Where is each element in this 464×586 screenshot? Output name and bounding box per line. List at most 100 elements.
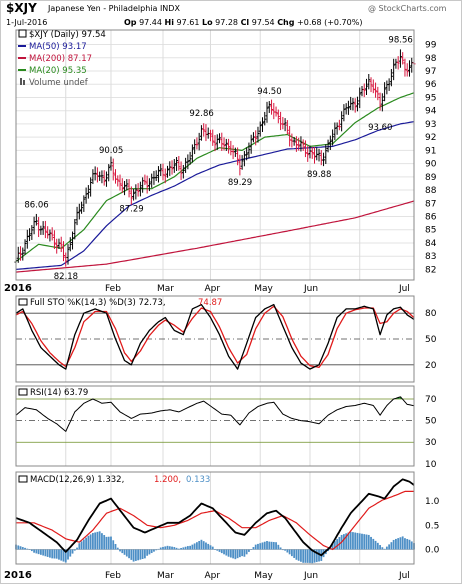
price-bar [218, 133, 222, 144]
price-bar [159, 163, 163, 177]
macd-histogram-bar [311, 549, 314, 564]
price-bar [28, 228, 32, 242]
macd-histogram-bar [55, 549, 58, 559]
macd-histogram-bar [347, 532, 350, 550]
price-bar [213, 135, 217, 152]
macd-histogram-bar [207, 543, 210, 550]
price-bar [109, 156, 113, 171]
macd-histogram-bar [263, 541, 266, 550]
sto-legend-swatch [18, 298, 28, 306]
price-bar [403, 58, 407, 77]
x-axis-tick-label: 2016 [4, 570, 32, 581]
macd-histogram-bar [401, 536, 404, 550]
macd-histogram-bar [410, 541, 413, 550]
legend-price-swatch [18, 29, 27, 38]
price-annotation: 87.29 [119, 204, 143, 214]
price-bar [46, 226, 50, 239]
price-bar [52, 230, 56, 249]
price-bar [376, 86, 380, 101]
price-bar [340, 111, 344, 132]
price-bar [177, 156, 181, 171]
macd-histogram-bar [110, 536, 112, 550]
price-bar [245, 147, 249, 161]
macd-histogram-bar [209, 545, 212, 550]
ma200-line [15, 200, 415, 273]
macd-histogram-bar [168, 546, 171, 550]
x-axis-tick-label: Apr [204, 571, 220, 581]
macd-histogram-bar [349, 531, 352, 550]
price-bar [396, 56, 400, 70]
rsi-y-tick-label: 10 [425, 460, 437, 470]
macd-histogram-bar [266, 541, 268, 550]
price-bar [30, 225, 34, 240]
price-bar [77, 203, 81, 220]
price-legend-item: MA(20) 95.35 [29, 66, 87, 76]
price-bar [362, 83, 366, 98]
price-bar [405, 63, 409, 77]
macd-line [15, 478, 415, 557]
stochastic-panel: 20 50 80 Full STO %K(14,3) %D(3) 72.73, 74.8… [15, 295, 437, 383]
macd-histogram-bar [259, 543, 262, 550]
price-bar [247, 142, 251, 159]
price-bar [344, 103, 348, 115]
price-y-tick-label: 97 [425, 67, 436, 77]
macd-histogram-bar [379, 545, 381, 550]
price-bar [123, 180, 127, 196]
price-bar [369, 77, 373, 93]
price-bar [394, 58, 398, 69]
stockcharts-watermark: @ StockCharts.com [368, 4, 447, 13]
price-bar [322, 152, 326, 167]
price-bar [41, 221, 45, 235]
price-bar [337, 119, 341, 131]
price-bar [333, 122, 337, 141]
macd-histogram-bar [17, 545, 20, 550]
macd-histogram-bar [177, 548, 180, 550]
price-bar [313, 146, 316, 164]
macd-histogram-bar [338, 537, 341, 550]
price-panel: 82 83 84 85 86 87 88 89 90 91 92 93 94 95 96 97 98 99 86.0… [4, 29, 437, 294]
price-bar [211, 129, 215, 146]
macd-histogram-bar [406, 538, 409, 550]
macd-histogram-bar [80, 541, 83, 550]
macd-histogram-bar [302, 549, 305, 563]
price-plot-frame [15, 29, 415, 281]
price-bar [50, 227, 54, 241]
macd-histogram-bar [91, 533, 94, 550]
price-bar [89, 177, 93, 197]
price-bar [95, 167, 99, 183]
price-bar [181, 164, 185, 179]
price-bar [254, 130, 258, 146]
price-bar [61, 241, 65, 262]
macd-histogram-bar [352, 532, 354, 550]
macd-histogram-bar [309, 549, 311, 563]
macd-histogram-bar [98, 531, 101, 550]
macd-histogram-bar [275, 542, 277, 550]
macd-y-tick-label: 0.0 [425, 545, 440, 555]
price-y-tick-label: 84 [425, 239, 437, 249]
price-bar [64, 252, 68, 267]
price-bar [34, 213, 38, 226]
macd-histogram-bar [397, 538, 400, 550]
price-bar [229, 140, 233, 156]
macd-histogram-bar [130, 549, 133, 560]
macd-histogram-bar [399, 537, 402, 550]
price-y-tick-label: 92 [425, 133, 436, 143]
macd-histogram-bar [132, 549, 135, 562]
macd-histogram-bar [114, 543, 117, 550]
price-bar [299, 136, 303, 152]
x-axis-tick-label: Jun [303, 571, 318, 581]
price-bar [166, 165, 170, 178]
macd-histogram-bar [150, 549, 153, 554]
price-bar [136, 183, 140, 197]
sto-y-tick-label: 20 [425, 361, 437, 371]
macd-histogram-bar [182, 547, 185, 550]
price-annotation: 92.86 [189, 109, 213, 119]
macd-histogram-bar [125, 549, 128, 557]
price-bar [143, 174, 147, 185]
macd-histogram-bar [297, 549, 300, 561]
macd-histogram-bar [173, 547, 176, 550]
price-bar [23, 239, 27, 255]
x-axis-tick-label: Mar [157, 284, 174, 294]
macd-histogram-bar [159, 547, 162, 550]
price-bar [132, 189, 136, 201]
